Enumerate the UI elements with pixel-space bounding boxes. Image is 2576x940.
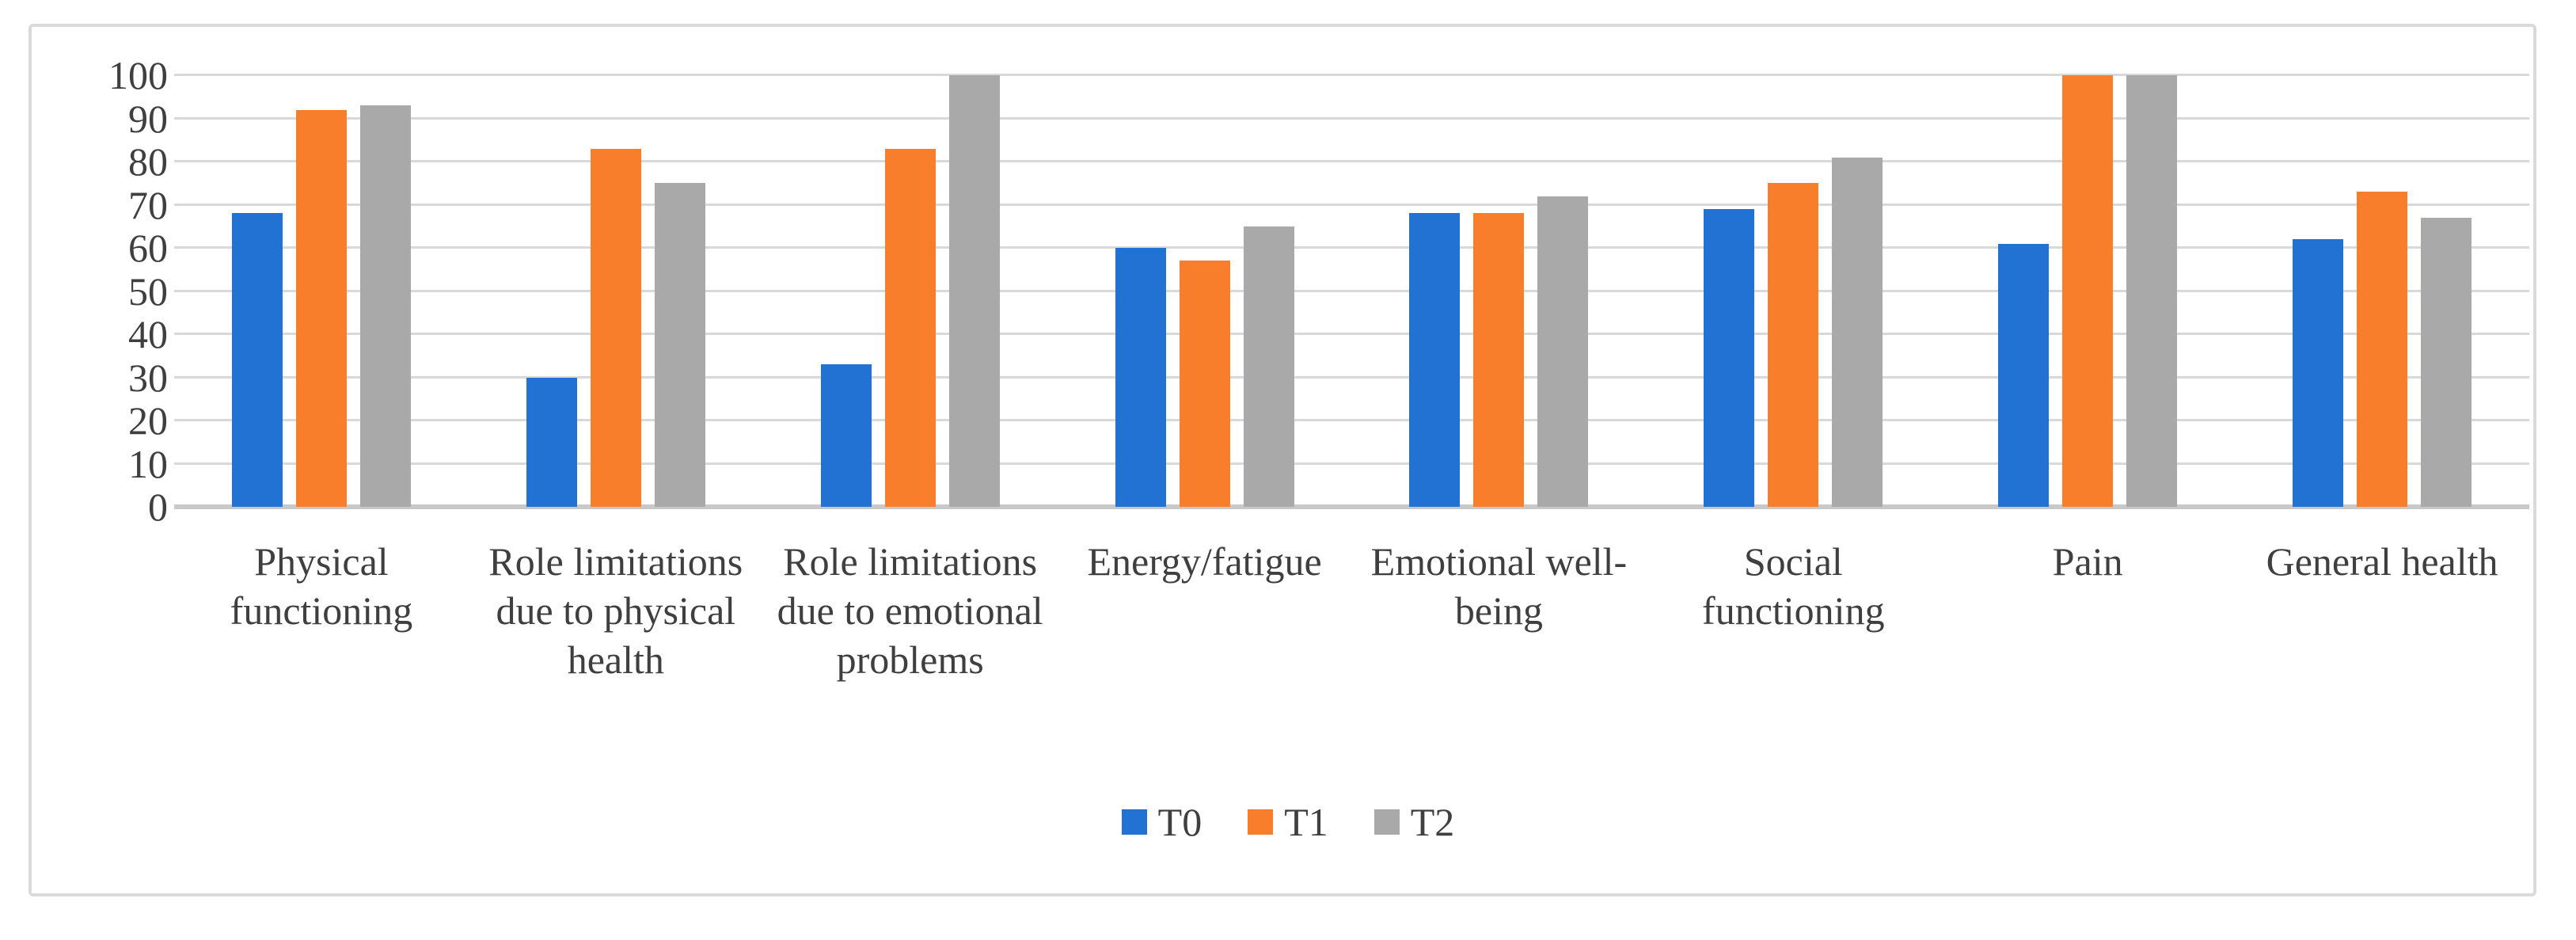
bar-t2-7	[2126, 75, 2178, 507]
y-axis-tick-label-30: 30	[128, 355, 168, 400]
bar-t0-8	[2293, 239, 2344, 507]
category-label-6: Social functioning	[1702, 539, 1885, 633]
plot-area	[174, 74, 2529, 509]
legend-label-t1: T1	[1284, 800, 1328, 844]
legend-swatch-t1	[1248, 809, 1274, 835]
bar-t1-3	[884, 148, 936, 507]
gridline-80	[174, 160, 2529, 162]
gridline-90	[174, 116, 2529, 120]
y-axis-tick-label-40: 40	[128, 312, 168, 356]
gridline-50	[174, 289, 2529, 292]
legend-swatch-t0	[1121, 809, 1147, 835]
gridline-100	[174, 74, 2529, 76]
category-label-5: Emotional well-being	[1370, 539, 1628, 633]
legend-label-t2: T2	[1410, 800, 1455, 844]
category-label-1: Physical functioning	[230, 539, 413, 633]
bar-group-2	[469, 75, 763, 507]
bar-t1-1	[295, 109, 347, 507]
gridline-40	[174, 333, 2529, 335]
legend-item-t2: T2	[1373, 798, 1455, 846]
bar-t1-6	[1768, 183, 1819, 507]
gridline-60	[174, 246, 2529, 249]
bar-t2-8	[2421, 217, 2472, 507]
bar-t2-2	[654, 183, 705, 507]
y-axis-tick-label-20: 20	[128, 398, 168, 443]
category-label-3: Role limitations due to emotional proble…	[777, 539, 1043, 682]
bar-group-7	[1940, 75, 2235, 507]
x-axis-category-labels: Physical functioning Role limitations due…	[174, 537, 2529, 684]
bar-group-4	[1058, 75, 1352, 507]
bar-t0-4	[1115, 248, 1166, 507]
bar-t1-4	[1179, 261, 1230, 507]
gridline-30	[174, 375, 2529, 379]
bar-t2-5	[1537, 196, 1589, 507]
y-axis-tick-label-90: 90	[128, 96, 168, 141]
y-axis-tick-label-100: 100	[108, 53, 168, 97]
bar-t1-7	[2062, 75, 2114, 507]
y-axis-tick-label-0: 0	[148, 485, 168, 529]
y-axis-tick-label-50: 50	[128, 268, 168, 314]
bar-t1-2	[590, 148, 641, 507]
bar-t0-3	[820, 364, 872, 507]
bar-t0-7	[1998, 243, 2050, 507]
gridline-20	[174, 419, 2529, 421]
legend-label-t0: T0	[1157, 800, 1203, 844]
bar-t0-5	[1409, 213, 1461, 507]
bar-t2-6	[1832, 157, 1883, 507]
bar-t1-8	[2357, 192, 2408, 507]
y-axis-tick-label-70: 70	[128, 182, 168, 227]
category-label-7: Pain	[2052, 539, 2123, 584]
y-axis-tick-label-60: 60	[128, 226, 168, 270]
gridline-10	[174, 462, 2529, 465]
x-axis-line	[174, 504, 2529, 509]
chart-frame-border	[28, 24, 2536, 896]
bar-t0-2	[526, 377, 577, 507]
category-label-2: Role limitations due to physical health	[488, 539, 743, 682]
y-axis-tick-label-80: 80	[128, 139, 168, 184]
y-axis-tick-label-10: 10	[128, 441, 168, 486]
legend-swatch-t2	[1373, 809, 1400, 835]
bar-group-3	[763, 75, 1058, 507]
category-label-8: General health	[2266, 539, 2498, 584]
bars-layer	[174, 75, 2529, 507]
category-label-4: Energy/fatigue	[1087, 539, 1322, 584]
legend: T0 T1 T2	[0, 798, 2576, 846]
legend-item-t0: T0	[1121, 798, 1203, 846]
legend-item-t1: T1	[1248, 798, 1328, 846]
bar-group-8	[2235, 75, 2529, 507]
bar-group-1	[174, 75, 469, 507]
bar-group-6	[1646, 75, 1940, 507]
bar-t0-1	[231, 213, 283, 507]
bar-t1-5	[1473, 213, 1525, 507]
gridline-70	[174, 203, 2529, 206]
bar-t0-6	[1704, 208, 1755, 507]
bar-t2-3	[948, 75, 1000, 507]
bar-t2-4	[1243, 226, 1294, 507]
bar-group-5	[1352, 75, 1647, 507]
y-axis: 0 10 20 30 40 50 60 70 80 90 100	[0, 53, 168, 529]
bar-t2-1	[359, 105, 411, 507]
